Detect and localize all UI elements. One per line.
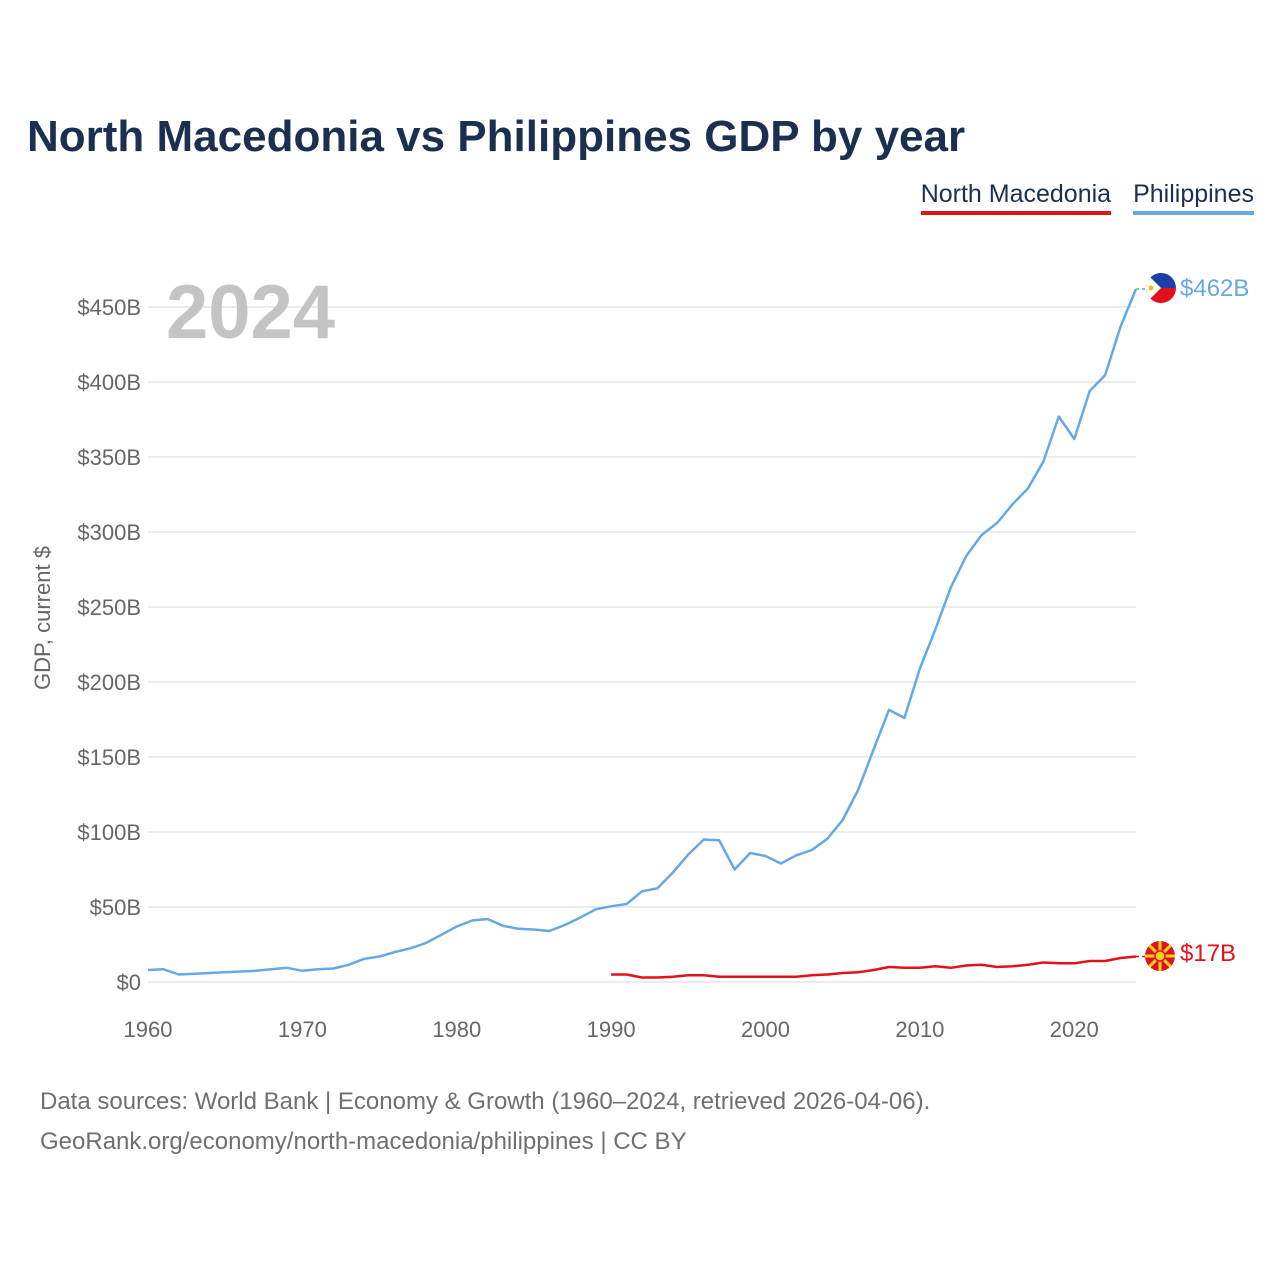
y-tick-label: $350B (77, 445, 141, 470)
north-macedonia-end-value: $17B (1180, 940, 1236, 967)
legend: North Macedonia Philippines (920, 180, 1254, 215)
footer-sources: Data sources: World Bank | Economy & Gro… (40, 1088, 931, 1115)
series-line-north-macedonia (611, 955, 1137, 979)
y-tick-label: $300B (77, 520, 141, 545)
philippines-end-value: $462B (1180, 275, 1249, 302)
x-tick-label: 1980 (432, 1017, 481, 1042)
x-tick-label: 2010 (895, 1017, 944, 1042)
y-axis-label: GDP, current $ (30, 546, 55, 690)
y-tick-label: $250B (77, 595, 141, 620)
y-tick-label: $150B (77, 745, 141, 770)
year-label: 2024 (166, 270, 335, 355)
y-tick-label: $100B (77, 820, 141, 845)
x-tick-label: 2000 (741, 1017, 790, 1042)
y-tick-label: $50B (90, 895, 141, 920)
x-tick-label: 1960 (124, 1017, 173, 1042)
legend-item-philippines[interactable]: Philippines (1133, 180, 1254, 215)
y-tick-label: $450B (77, 295, 141, 320)
grid-lines (148, 306, 1136, 983)
y-tick-label: $200B (77, 670, 141, 695)
y-tick-label: $0 (117, 970, 141, 995)
series-lines (147, 288, 1146, 979)
y-axis-ticks: $0 $50B $100B $150B $200B $250B $300B $350B $400… (77, 295, 141, 995)
y-tick-label: $400B (77, 370, 141, 395)
x-axis-ticks: 1960 1970 1980 1990 2000 2010 2020 (124, 1017, 1099, 1042)
north-macedonia-flag-icon (1145, 941, 1175, 971)
philippines-flag-icon (1146, 273, 1176, 303)
x-tick-label: 2020 (1050, 1017, 1099, 1042)
chart-title: North Macedonia vs Philippines GDP by ye… (27, 112, 966, 161)
series-line-philippines (147, 288, 1138, 976)
gdp-line-chart: $0 $50B $100B $150B $200B $250B $300B $350B $400… (30, 270, 1249, 1042)
footer: Data sources: World Bank | Economy & Gro… (40, 1082, 930, 1162)
x-tick-label: 1990 (587, 1017, 636, 1042)
legend-item-north-macedonia[interactable]: North Macedonia (920, 180, 1112, 215)
footer-link[interactable]: GeoRank.org/economy/north-macedonia/phil… (40, 1128, 687, 1155)
x-tick-label: 1970 (278, 1017, 327, 1042)
